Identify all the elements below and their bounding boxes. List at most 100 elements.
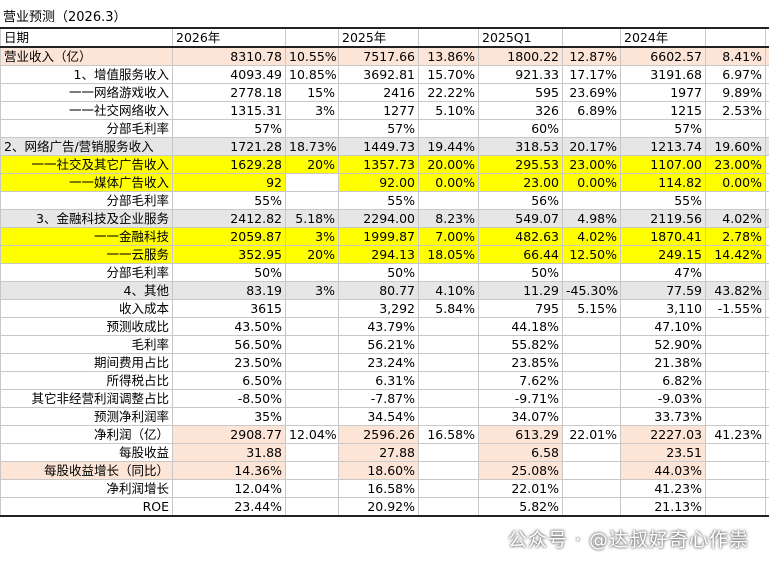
cell: 295.53: [478, 155, 563, 174]
cell: 41.23%: [705, 425, 766, 444]
cell: 41.23%: [620, 479, 706, 498]
cell: -7.87%: [338, 389, 419, 408]
cell: [765, 371, 769, 390]
cell: 8310.78: [172, 46, 286, 66]
cell: [765, 461, 769, 480]
cell: 20.92%: [338, 497, 419, 517]
cell: 11.29: [478, 281, 563, 300]
cell: 5.15%: [562, 299, 621, 318]
row-label: 每股收益增长（同比）: [0, 461, 173, 480]
cell: 6.31%: [338, 371, 419, 390]
cell: 43.79%: [338, 317, 419, 336]
cell: 5.84%: [418, 299, 479, 318]
cell: [562, 353, 621, 372]
cell: 22.01%: [562, 425, 621, 444]
cell: [765, 83, 769, 102]
cell: 27.88: [338, 443, 419, 462]
cell: 23.00%: [705, 155, 766, 174]
cell: 0.00%: [418, 173, 479, 192]
cell: 1977: [620, 83, 706, 102]
cell: -1.55%: [705, 299, 766, 318]
cell: [705, 119, 766, 138]
row-label: 4、其他: [0, 281, 173, 300]
cell: 23.51: [620, 443, 706, 462]
cell: [705, 335, 766, 354]
cell: 12.50%: [562, 245, 621, 264]
cell: 23.85%: [478, 353, 563, 372]
cell: 57%: [620, 119, 706, 138]
cell: 1215: [620, 101, 706, 120]
row-label: 分部毛利率: [0, 191, 173, 210]
cell: [765, 281, 769, 300]
table-row: 一一媒体广告收入 92 92.00 0.00% 23.00 0.00% 114.82 0.00…: [0, 173, 769, 192]
cell: [418, 389, 479, 408]
cell: 8.41%: [705, 46, 766, 66]
cell: 10.85%: [285, 65, 339, 84]
cell: 80.77: [338, 281, 419, 300]
cell: -9.71%: [478, 389, 563, 408]
cell: [562, 119, 621, 138]
cell: [285, 443, 339, 462]
row-label: 分部毛利率: [0, 263, 173, 282]
table-row: 预测净利润率 35% 34.54% 34.07% 33.73%: [0, 407, 769, 426]
header-cell: [418, 27, 479, 48]
cell: 21.13%: [620, 497, 706, 517]
table-row: 一一网络游戏收入 2778.18 15% 2416 22.22% 595 23.69% 197…: [0, 83, 769, 102]
cell: [285, 191, 339, 210]
cell: 50%: [478, 263, 563, 282]
cell: 12.04%: [285, 425, 339, 444]
cell: 1315.31: [172, 101, 286, 120]
row-label: 预测收成比: [0, 317, 173, 336]
cell: 4.02%: [562, 227, 621, 246]
table-row: ROE 23.44% 20.92% 5.82% 21.13%: [0, 497, 769, 517]
cell: 921.33: [478, 65, 563, 84]
table-row: 2、网络广告/营销服务收入 1721.28 18.73% 1449.73 19.44% 3…: [0, 137, 769, 156]
cell: [765, 46, 769, 66]
row-label: 一一网络游戏收入: [0, 83, 173, 102]
cell: [705, 389, 766, 408]
row-label: ROE: [0, 497, 173, 517]
row-label: 毛利率: [0, 335, 173, 354]
cell: 3,292: [338, 299, 419, 318]
cell: 2596.26: [338, 425, 419, 444]
row-label: 其它非经营利润调整占比: [0, 389, 173, 408]
cell: 5.10%: [418, 101, 479, 120]
cell: [562, 335, 621, 354]
table-row: 营业收入（亿） 8310.78 10.55% 7517.66 13.86% 1800.22…: [0, 46, 769, 66]
cell: 21.38%: [620, 353, 706, 372]
cell: [285, 173, 339, 192]
cell: 5.18%: [285, 209, 339, 228]
cell: 9.89%: [705, 83, 766, 102]
cell: 5.82%: [478, 497, 563, 517]
cell: 7.62%: [478, 371, 563, 390]
row-label: 一一金融科技: [0, 227, 173, 246]
row-label: 净利润（亿）: [0, 425, 173, 444]
cell: [705, 317, 766, 336]
table-row: 日期 2026年 2025年 2025Q1 2024年: [0, 27, 769, 48]
cell: [562, 191, 621, 210]
row-label: 营业收入（亿）: [0, 46, 173, 66]
cell: 55.82%: [478, 335, 563, 354]
cell: 0.00%: [705, 173, 766, 192]
cell: [765, 389, 769, 408]
cell: 2908.77: [172, 425, 286, 444]
cell: 249.15: [620, 245, 706, 264]
cell: [765, 425, 769, 444]
cell: 19.44%: [418, 137, 479, 156]
cell: [285, 389, 339, 408]
cell: 77.59: [620, 281, 706, 300]
cell: [562, 263, 621, 282]
cell: [765, 335, 769, 354]
cell: 2059.87: [172, 227, 286, 246]
cell: [418, 335, 479, 354]
cell: 33.73%: [620, 407, 706, 426]
row-label: 预测净利润率: [0, 407, 173, 426]
table-row: 每股收益增长（同比） 14.36% 18.60% 25.08% 44.03%: [0, 461, 769, 480]
table-row: 一一社交网络收入 1315.31 3% 1277 5.10% 326 6.89% 1215 2.…: [0, 101, 769, 120]
cell: [765, 299, 769, 318]
cell: [285, 461, 339, 480]
cell: 34.54%: [338, 407, 419, 426]
table-row: 4、其他 83.19 3% 80.77 4.10% 11.29 -45.30% 77.59 43…: [0, 281, 769, 300]
cell: [285, 317, 339, 336]
